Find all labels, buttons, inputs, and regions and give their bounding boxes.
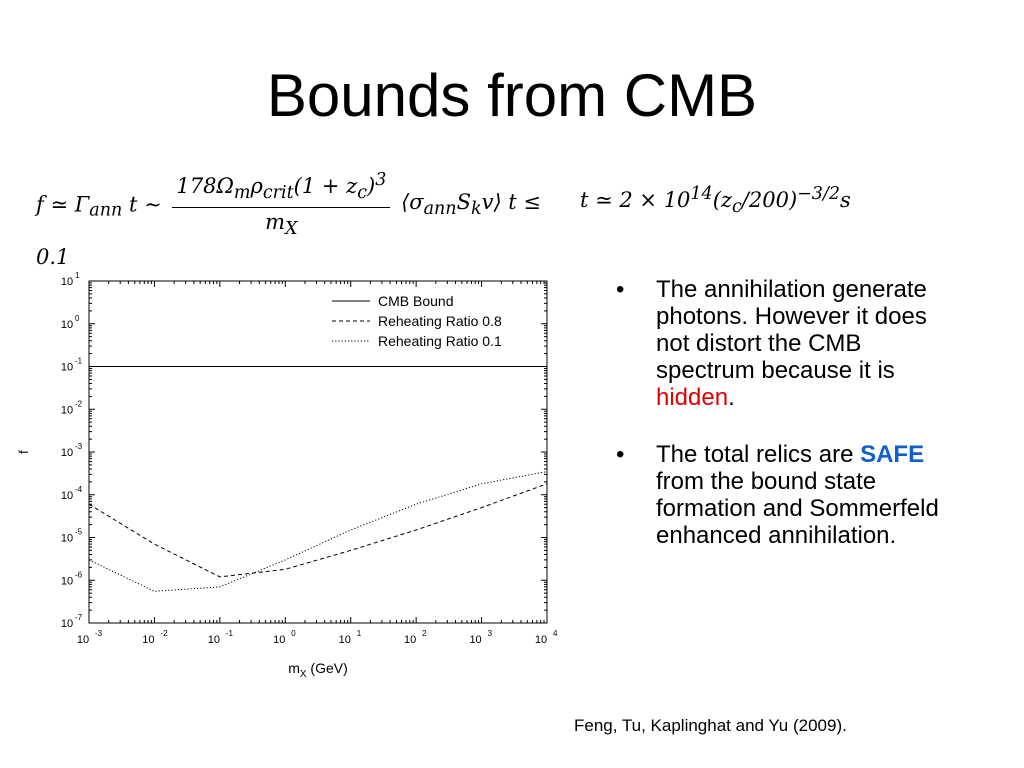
bullet-list: • The annihilation generate photons. How… <box>614 276 954 579</box>
x-tick-label-exp: -2 <box>160 629 168 638</box>
bullet-text: The annihilation generate photons. Howev… <box>656 276 927 384</box>
x-tick-label-exp: 0 <box>291 629 296 638</box>
x-tick-label: 10 <box>142 634 154 646</box>
x-axis-label: mX (GeV) <box>288 660 348 680</box>
y-tick-label: 10 <box>61 618 73 630</box>
y-tick-label-exp: -2 <box>75 399 83 408</box>
formula-lhs-sub: ann <box>89 200 123 221</box>
y-tick-label-exp: -6 <box>75 570 83 579</box>
time-formula-exp2: −3/2 <box>797 184 840 204</box>
formula-cross-end: v⟩ t ≤ 0.1 <box>36 190 542 269</box>
y-tick-label-exp: -4 <box>75 485 83 494</box>
series-line-2 <box>88 483 548 578</box>
bullet-dot-icon: • <box>616 441 625 468</box>
time-formula-sub-c: c <box>731 197 742 218</box>
formula-cross-open: ⟨σ <box>401 190 424 215</box>
x-tick-label-exp: -3 <box>95 629 103 638</box>
legend-label-2: Reheating Ratio 0.8 <box>378 313 502 329</box>
formula-numerator: 178Ωmρcrit(1 + zc)3 <box>172 166 391 209</box>
y-tick-label-exp: -3 <box>75 442 83 451</box>
formula-numerator-rho: ρ <box>250 174 263 198</box>
y-tick-label: 10 <box>61 533 73 545</box>
x-axis-label-unit: (GeV) <box>307 660 348 676</box>
x-tick-label: 10 <box>469 634 481 646</box>
formula-denominator-m: m <box>265 210 286 235</box>
formula-lhs: f ≃ Γ <box>36 192 90 217</box>
x-axis-label-m: m <box>288 660 300 676</box>
y-tick-label-exp: -7 <box>75 613 83 622</box>
time-formula-tail: /200) <box>741 188 798 212</box>
y-tick-label: 10 <box>61 362 73 374</box>
bullet-text-end: from the bound state formation and Somme… <box>656 468 939 549</box>
time-formula: t ≃ 2 × 1014(zc/200)−3/2s <box>580 184 880 246</box>
formula-numerator-sub-c: c <box>357 183 368 204</box>
y-tick-label: 10 <box>61 319 73 331</box>
legend-label-3: Reheating Ratio 0.1 <box>378 333 502 349</box>
y-tick-label-exp: 0 <box>75 314 80 323</box>
cmb-bound-chart: 10 -3 10 -2 10 -1 10 0 10 1 10 2 10 3 10 4 10 1 10 0 10 -1 10-… <box>10 258 570 688</box>
x-tick-label: 10 <box>535 634 547 646</box>
y-tick-label: 10 <box>61 447 73 459</box>
formula-denominator-sub: X <box>285 219 298 240</box>
bullet-text: The total relics are <box>656 441 861 468</box>
formula-cross-sub-ann: ann <box>423 199 457 220</box>
citation: Feng, Tu, Kaplinghat and Yu (2009). <box>574 716 847 735</box>
x-tick-label: 10 <box>404 634 416 646</box>
y-tick-label: 10 <box>61 490 73 502</box>
y-tick-label: 10 <box>61 575 73 587</box>
annihilation-fraction-formula: f ≃ Γann t ∼ 178Ωmρcrit(1 + zc)3 mX ⟨σan… <box>36 166 556 269</box>
time-formula-mid: (z <box>712 188 732 212</box>
chart-svg: 10-310-210-110010110210310410110010-110-… <box>16 271 558 680</box>
bullet-text-end: . <box>728 384 735 411</box>
x-tick-label-exp: 3 <box>488 629 493 638</box>
series-line-3 <box>88 471 548 592</box>
formula-lhs-t: t ∼ <box>128 192 162 217</box>
x-axis-label-sub: X <box>300 669 307 680</box>
y-tick-label-exp: -5 <box>75 528 83 537</box>
x-tick-label: 10 <box>339 634 351 646</box>
formula-numerator-coef: 178Ω <box>176 174 234 198</box>
legend-label-1: CMB Bound <box>378 293 453 309</box>
y-axis-label: f <box>16 450 31 454</box>
x-tick-label-exp: 1 <box>357 629 362 638</box>
time-formula-exp: 14 <box>690 184 713 204</box>
x-tick-label-exp: 2 <box>422 629 427 638</box>
formula-cross-s: S <box>456 190 471 215</box>
time-formula-unit: s <box>839 188 851 212</box>
time-formula-lhs: t ≃ 2 × 10 <box>580 188 691 212</box>
formula-numerator-end: ) <box>367 174 376 198</box>
y-tick-label: 10 <box>61 276 73 288</box>
x-tick-label-exp: -1 <box>226 629 234 638</box>
y-tick-label-exp: -1 <box>75 357 83 366</box>
formula-numerator-sub-crit: crit <box>262 183 294 204</box>
x-tick-label: 10 <box>273 634 285 646</box>
formula-fraction: 178Ωmρcrit(1 + zc)3 mX <box>172 166 391 243</box>
x-tick-label-exp: 4 <box>553 629 558 638</box>
x-tick-label: 10 <box>77 634 89 646</box>
formula-numerator-tail: (1 + z <box>293 174 358 198</box>
y-tick-label-exp: 1 <box>75 271 80 280</box>
bullet-item-safe: • The total relics are SAFE from the bou… <box>614 441 954 549</box>
formula-cross-sub-k: k <box>470 199 482 220</box>
bullet-dot-icon: • <box>616 276 625 303</box>
bullet-highlight-safe: SAFE <box>860 441 925 468</box>
slide-title: Bounds from CMB <box>266 62 758 129</box>
bullet-item-hidden: • The annihilation generate photons. How… <box>614 276 954 411</box>
formula-numerator-sub-m: m <box>233 183 251 204</box>
y-tick-label: 10 <box>61 404 73 416</box>
x-tick-label: 10 <box>208 634 220 646</box>
formula-numerator-exp: 3 <box>375 170 387 190</box>
bullet-highlight-hidden: hidden <box>656 384 729 411</box>
formula-denominator: mX <box>172 208 390 243</box>
formula-cross-section: ⟨σannSkv⟩ t ≤ 0.1 <box>36 190 541 269</box>
